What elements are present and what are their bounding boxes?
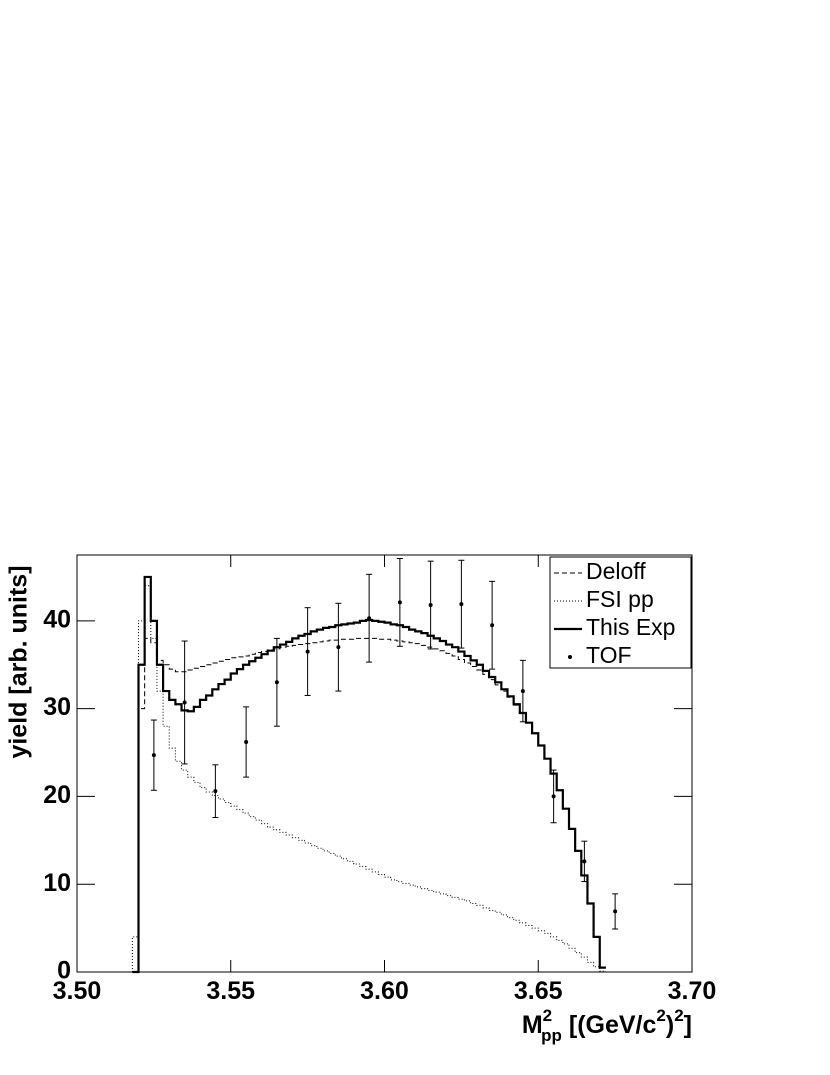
y-tick-label: 40 xyxy=(43,605,71,633)
x-axis-label: M2 pp [(GeV/c2)2] xyxy=(522,1006,692,1045)
x-tick-label: 3.50 xyxy=(53,977,102,1005)
x-label-sup: 2 xyxy=(543,1006,552,1025)
data-point xyxy=(582,859,587,864)
legend-label: TOF xyxy=(586,642,632,668)
x-label-part: ] xyxy=(684,1011,692,1039)
x-label-sup: 2 xyxy=(656,1006,665,1025)
y-tick-label: 0 xyxy=(57,957,71,985)
histogram-line xyxy=(131,585,606,972)
data-point xyxy=(367,616,372,621)
x-tick-label: 3.70 xyxy=(668,977,717,1005)
y-tick-label: 30 xyxy=(43,693,71,721)
data-point xyxy=(336,645,341,650)
data-point xyxy=(305,649,310,654)
x-tick-label: 3.55 xyxy=(206,977,255,1005)
x-label-sub: pp xyxy=(541,1026,562,1045)
data-point xyxy=(459,602,464,607)
x-tick-label: 3.65 xyxy=(514,977,563,1005)
data-point xyxy=(428,603,433,608)
legend-label: This Exp xyxy=(586,614,675,640)
x-tick-label: 3.60 xyxy=(360,977,409,1005)
data-point xyxy=(182,700,187,705)
y-tick-label: 10 xyxy=(43,869,71,897)
x-label-part: M xyxy=(522,1011,543,1039)
x-label-part: [(GeV/c xyxy=(562,1011,657,1039)
data-point xyxy=(274,680,279,685)
x-label-part: ) xyxy=(666,1011,674,1039)
data-point xyxy=(551,794,556,799)
legend-label: Deloff xyxy=(586,558,646,584)
x-label-sup: 2 xyxy=(674,1006,683,1025)
data-point xyxy=(490,623,495,628)
y-axis-label: yield [arb. units] xyxy=(5,565,33,758)
legend-symbol xyxy=(568,655,572,659)
legend-label: FSI pp xyxy=(586,586,654,612)
data-point xyxy=(213,789,218,794)
histogram-line xyxy=(132,637,606,973)
data-point xyxy=(520,689,525,694)
data-point xyxy=(397,600,402,605)
data-point xyxy=(244,739,249,744)
data-point xyxy=(151,753,156,758)
data-point xyxy=(613,909,618,914)
y-tick-label: 20 xyxy=(43,781,71,809)
legend-box xyxy=(549,556,692,669)
